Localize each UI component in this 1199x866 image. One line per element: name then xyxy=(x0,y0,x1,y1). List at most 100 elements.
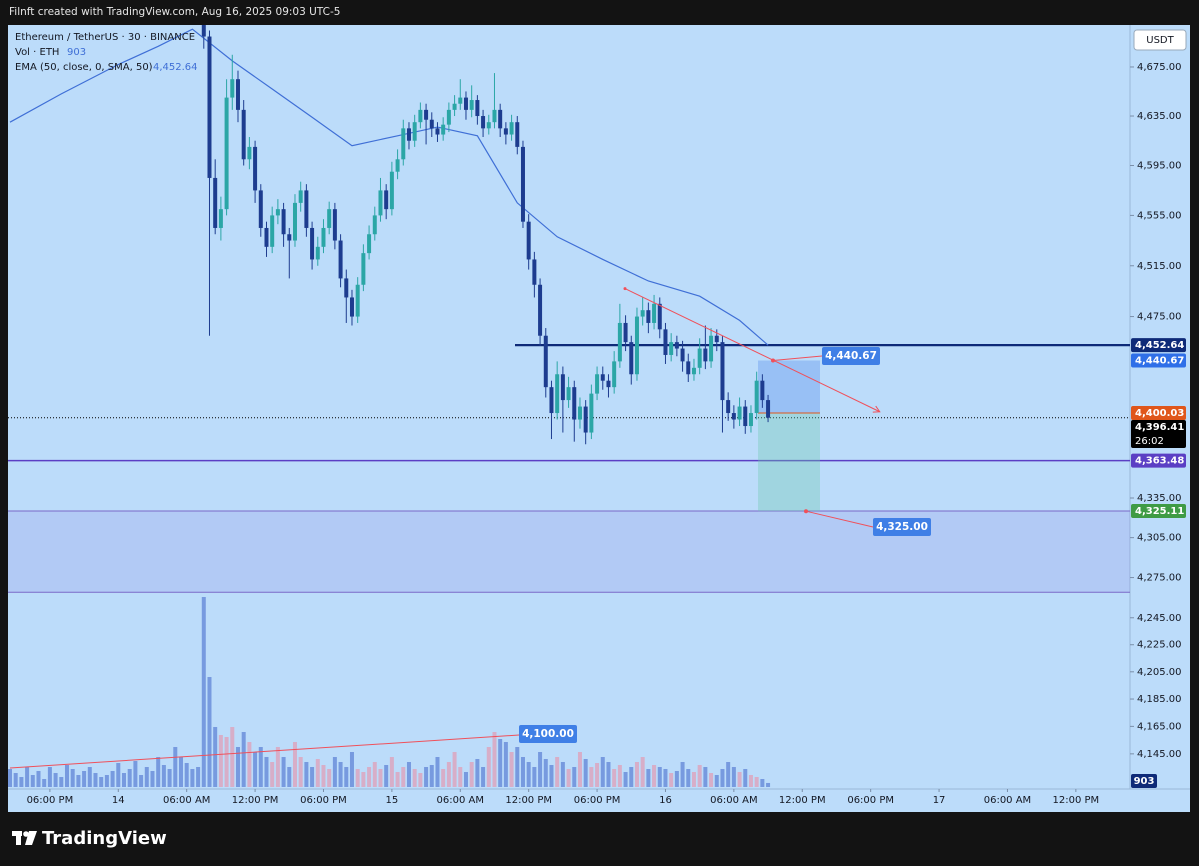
volume-bar xyxy=(235,747,240,787)
trendline-anchor xyxy=(623,287,627,291)
volume-bar xyxy=(714,775,719,787)
candle-body xyxy=(680,348,685,362)
brand-logo xyxy=(12,831,37,845)
volume-bar xyxy=(572,767,577,787)
candle-body xyxy=(389,171,394,210)
trendline-arrow xyxy=(872,405,881,413)
candle-body xyxy=(663,329,668,355)
volume-bar xyxy=(30,775,35,787)
volume-bar xyxy=(258,747,263,787)
plot-area xyxy=(8,25,1130,787)
volume-bar xyxy=(452,752,457,787)
candle-body xyxy=(224,97,229,210)
volume-bar xyxy=(230,727,235,787)
x-tick-label: 06:00 AM xyxy=(437,795,484,806)
volume-bar xyxy=(304,762,309,787)
volume-bar xyxy=(315,759,320,787)
volume-bar xyxy=(566,769,571,787)
currency-button[interactable] xyxy=(1133,29,1187,51)
volume-tag-label: 903 xyxy=(1134,776,1155,787)
volume-bar xyxy=(441,769,446,787)
volume-bar xyxy=(361,772,366,787)
volume-bar xyxy=(378,769,383,787)
price-tag-label: 4,363.48 xyxy=(1135,456,1184,467)
candle-body xyxy=(577,406,582,420)
volume-bar xyxy=(321,765,326,787)
ema-legend-value: 4,452.64 xyxy=(153,62,198,73)
candle-body xyxy=(583,406,588,433)
price-tag xyxy=(1131,420,1186,449)
candle-body xyxy=(572,387,577,420)
volume-bar xyxy=(424,767,429,787)
x-tick-label: 15 xyxy=(386,795,399,806)
volume-bar xyxy=(646,769,651,787)
volume-bar xyxy=(583,759,588,787)
volume-bar xyxy=(190,769,195,787)
candle-body xyxy=(617,322,622,362)
volume-bar xyxy=(406,762,411,787)
volume-bar xyxy=(207,677,212,787)
x-tick-label: 17 xyxy=(933,795,946,806)
candle-body xyxy=(515,122,520,147)
volume-bar xyxy=(127,769,132,787)
candle-body xyxy=(310,227,315,260)
volume-bar xyxy=(292,742,297,787)
volume-bar xyxy=(657,767,662,787)
volume-bar xyxy=(150,771,155,787)
candle-body xyxy=(230,79,235,98)
candle-body xyxy=(532,259,537,285)
candle-body xyxy=(600,374,605,381)
volume-bar xyxy=(600,757,605,787)
support-zone xyxy=(8,511,1130,593)
volume-bar xyxy=(372,762,377,787)
y-tick-label: 4,335.00 xyxy=(1137,493,1182,504)
volume-bar xyxy=(178,757,183,787)
volume-bar xyxy=(731,767,736,787)
x-tick-label: 16 xyxy=(659,795,672,806)
candle-body xyxy=(498,109,503,129)
candle-body xyxy=(566,387,571,401)
volume-bar xyxy=(401,767,406,787)
volume-bar xyxy=(669,773,674,787)
volume-bar xyxy=(709,773,714,787)
volume-line-label: 4,100.00 xyxy=(522,728,574,740)
volume-bar xyxy=(754,777,759,787)
volume-bar xyxy=(139,775,144,787)
volume-bar xyxy=(161,765,166,787)
volume-bar xyxy=(532,767,537,787)
volume-bar xyxy=(595,763,600,787)
volume-bar xyxy=(338,762,343,787)
y-tick-label: 4,635.00 xyxy=(1137,111,1182,122)
candle-body xyxy=(384,190,389,210)
volume-bar xyxy=(70,769,75,787)
candle-body xyxy=(441,124,446,135)
candle-body xyxy=(754,380,759,414)
volume-bar xyxy=(435,757,440,787)
ema-line xyxy=(9,28,769,346)
volume-bar xyxy=(173,747,178,787)
candle-body xyxy=(270,215,275,247)
volume-trendline xyxy=(9,734,520,769)
candle-body xyxy=(378,190,383,216)
candle-body xyxy=(446,109,451,125)
candle-body xyxy=(241,109,246,160)
price-tag xyxy=(1131,406,1186,421)
volume-bar xyxy=(133,761,138,787)
volume-legend-value: 903 xyxy=(67,47,86,58)
volume-bar xyxy=(82,771,87,787)
volume-bar xyxy=(743,769,748,787)
candle-body xyxy=(344,278,349,298)
ema-legend: EMA (50, close, 0, SMA, 50) xyxy=(15,62,153,73)
volume-bar xyxy=(59,777,64,787)
candle-body xyxy=(355,284,360,317)
y-tick-label: 4,145.00 xyxy=(1137,749,1182,760)
volume-bar xyxy=(349,752,354,787)
price-tag-label: 4,396.41 xyxy=(1135,422,1184,433)
candle-body xyxy=(726,400,731,414)
candle-body xyxy=(418,109,423,123)
candle-body xyxy=(247,146,252,160)
candle-body xyxy=(424,109,429,120)
volume-bar xyxy=(629,767,634,787)
volume-bar xyxy=(492,732,497,787)
candle-body xyxy=(281,209,286,235)
